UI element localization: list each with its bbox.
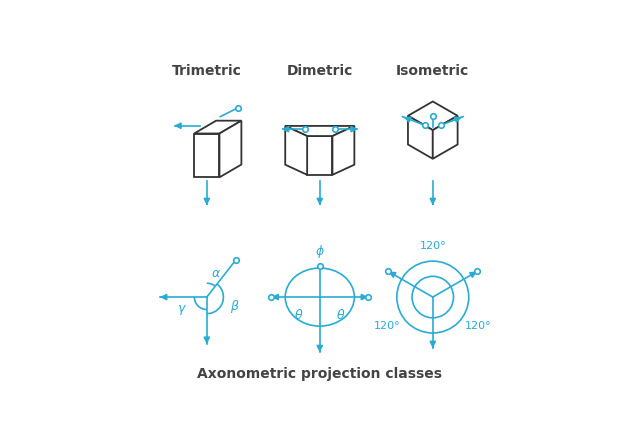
Polygon shape (194, 121, 241, 134)
Text: 120°: 120° (374, 321, 401, 331)
Text: Axonometric projection classes: Axonometric projection classes (197, 367, 442, 381)
Text: $\phi$: $\phi$ (315, 243, 324, 260)
Polygon shape (408, 116, 433, 159)
Text: $\beta$: $\beta$ (230, 298, 240, 315)
Text: 120°: 120° (419, 241, 446, 251)
Text: $\theta$: $\theta$ (295, 308, 304, 322)
Polygon shape (285, 126, 354, 136)
Polygon shape (194, 134, 220, 177)
Text: Trimetric: Trimetric (172, 64, 241, 78)
Text: $\theta$: $\theta$ (336, 308, 345, 322)
Text: $\alpha$: $\alpha$ (211, 267, 221, 280)
Polygon shape (333, 126, 354, 175)
Polygon shape (433, 116, 457, 159)
Polygon shape (220, 121, 241, 177)
Text: $\gamma$: $\gamma$ (177, 303, 187, 317)
Text: 120°: 120° (465, 321, 492, 331)
Text: Dimetric: Dimetric (286, 64, 353, 78)
Polygon shape (307, 136, 333, 175)
Polygon shape (285, 126, 307, 175)
Polygon shape (408, 102, 457, 130)
Text: Isometric: Isometric (396, 64, 469, 78)
